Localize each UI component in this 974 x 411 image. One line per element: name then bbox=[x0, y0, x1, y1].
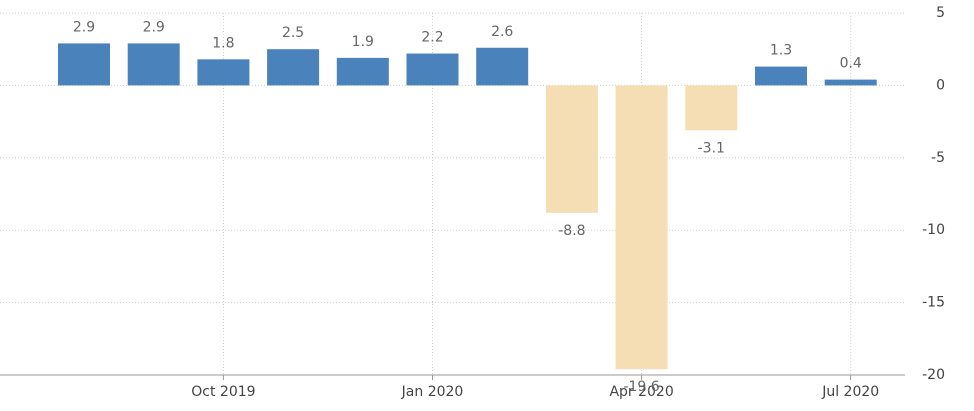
data-label: 2.9 bbox=[73, 19, 95, 35]
y-tick-label: -5 bbox=[931, 150, 945, 166]
y-tick-label: -15 bbox=[922, 295, 945, 311]
x-tick-label: Jan 2020 bbox=[401, 384, 464, 400]
bar bbox=[406, 53, 459, 86]
bar bbox=[755, 66, 807, 86]
data-label: 1.9 bbox=[352, 34, 374, 50]
bar bbox=[336, 57, 389, 86]
bar bbox=[58, 43, 110, 86]
data-label: -3.1 bbox=[698, 140, 725, 156]
bar bbox=[127, 43, 180, 86]
data-label: 1.3 bbox=[770, 43, 792, 59]
bar bbox=[685, 85, 738, 131]
y-tick-label: -20 bbox=[922, 367, 945, 383]
bar bbox=[267, 49, 320, 86]
data-label: 1.8 bbox=[212, 35, 234, 51]
bar bbox=[824, 79, 877, 86]
data-label: 2.5 bbox=[282, 25, 304, 41]
data-label: -19.6 bbox=[623, 379, 659, 395]
bar bbox=[615, 85, 668, 370]
data-label: 2.2 bbox=[421, 30, 443, 46]
data-label: 0.4 bbox=[840, 56, 862, 72]
y-tick-label: -10 bbox=[922, 222, 945, 238]
data-label: 2.9 bbox=[143, 19, 165, 35]
y-tick-label: 0 bbox=[936, 77, 945, 93]
bar bbox=[476, 47, 529, 86]
x-tick-label: Jul 2020 bbox=[821, 384, 879, 400]
x-tick-label: Apr 2020 bbox=[609, 384, 673, 400]
x-tick-label: Oct 2019 bbox=[191, 384, 255, 400]
y-tick-label: 5 bbox=[936, 5, 945, 21]
data-label: 2.6 bbox=[491, 24, 513, 40]
bar bbox=[545, 85, 598, 213]
bar bbox=[197, 59, 250, 86]
data-label: -8.8 bbox=[558, 223, 585, 239]
